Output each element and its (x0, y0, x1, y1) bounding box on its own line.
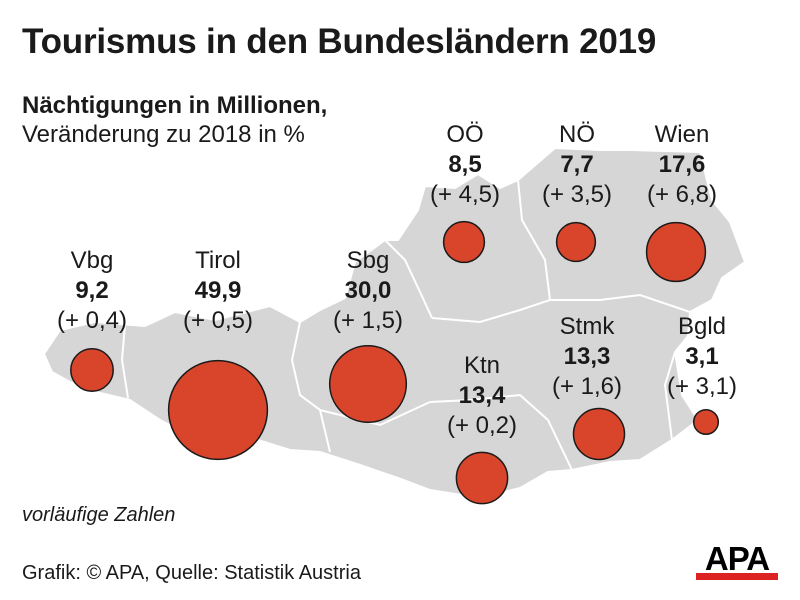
label-wien: Wien 17,6 (+ 6,8) (632, 120, 732, 210)
apa-logo-bar (696, 573, 778, 580)
border-noe-stmk (550, 293, 691, 313)
bubble-tirol (167, 359, 269, 461)
chart-title: Tourismus in den Bundesländern 2019 (22, 22, 657, 61)
region-name: NÖ (559, 121, 595, 148)
label-ktn: Ktn 13,4 (+ 0,2) (432, 351, 532, 441)
border-vbg-tirol (120, 324, 129, 399)
region-value: 3,1 (685, 343, 719, 370)
region-value: 8,5 (448, 151, 482, 178)
apa-logo-text: APA (704, 540, 770, 577)
region-change: (+ 1,6) (551, 373, 623, 400)
apa-logo: APA (694, 540, 780, 580)
region-name: Vbg (70, 247, 114, 274)
bubble-sbg (328, 344, 408, 424)
region-value: 13,4 (458, 382, 506, 409)
region-name: OÖ (446, 121, 484, 148)
region-name: Wien (654, 121, 710, 148)
preliminary-note: vorläufige Zahlen (22, 504, 176, 526)
label-ooe: OÖ 8,5 (+ 4,5) (415, 120, 515, 210)
region-change: (+ 0,4) (56, 307, 128, 334)
bubble-oö (442, 220, 486, 264)
label-bgld: Bgld 3,1 (+ 3,1) (652, 312, 752, 402)
region-change: (+ 3,5) (541, 181, 613, 208)
region-value: 13,3 (563, 343, 611, 370)
region-name: Sbg (346, 247, 390, 274)
chart-subtitle-change: Veränderung zu 2018 in % (22, 121, 305, 148)
region-value: 30,0 (344, 277, 392, 304)
region-change: (+ 6,8) (646, 181, 718, 208)
region-value: 17,6 (658, 151, 706, 178)
region-value: 7,7 (560, 151, 594, 178)
border-sbg-ktn (319, 401, 431, 427)
region-name: Tirol (195, 247, 241, 274)
bubble-stmk (572, 407, 626, 461)
region-change: (+ 3,1) (666, 373, 738, 400)
border-sbg-ooe (384, 239, 433, 319)
chart-subtitle: Nächtigungen in Millionen, (22, 92, 328, 119)
label-vbg: Vbg 9,2 (+ 0,4) (52, 246, 132, 336)
source-credit: Grafik: © APA, Quelle: Statistik Austria (22, 562, 361, 584)
border-ooe-noe (517, 179, 551, 301)
bubble-wien (645, 221, 707, 283)
region-change: (+ 1,5) (332, 307, 404, 334)
border-ooe-stmk (431, 299, 551, 324)
border-tirol-sbg (290, 321, 331, 453)
map-state-borders (120, 179, 700, 471)
region-change: (+ 0,5) (182, 307, 254, 334)
border-ktn-stmk (429, 393, 573, 471)
bubble-vbg (70, 348, 114, 392)
bubble-nö (555, 221, 597, 263)
label-sbg: Sbg 30,0 (+ 1,5) (318, 246, 418, 336)
region-change: (+ 4,5) (429, 181, 501, 208)
label-noe: NÖ 7,7 (+ 3,5) (527, 120, 627, 210)
region-name: Ktn (463, 352, 501, 379)
region-value: 9,2 (75, 277, 109, 304)
region-change: (+ 0,2) (446, 412, 518, 439)
region-value: 49,9 (194, 277, 242, 304)
bubble-ktn (455, 451, 509, 505)
border-stmk-bgld (663, 351, 676, 441)
region-name: Bgld (677, 313, 727, 340)
label-stmk: Stmk 13,3 (+ 1,6) (537, 312, 637, 402)
bubble-layer (70, 220, 720, 505)
bubble-bgld (692, 408, 720, 436)
label-tirol: Tirol 49,9 (+ 0,5) (168, 246, 268, 336)
region-name: Stmk (559, 313, 615, 340)
